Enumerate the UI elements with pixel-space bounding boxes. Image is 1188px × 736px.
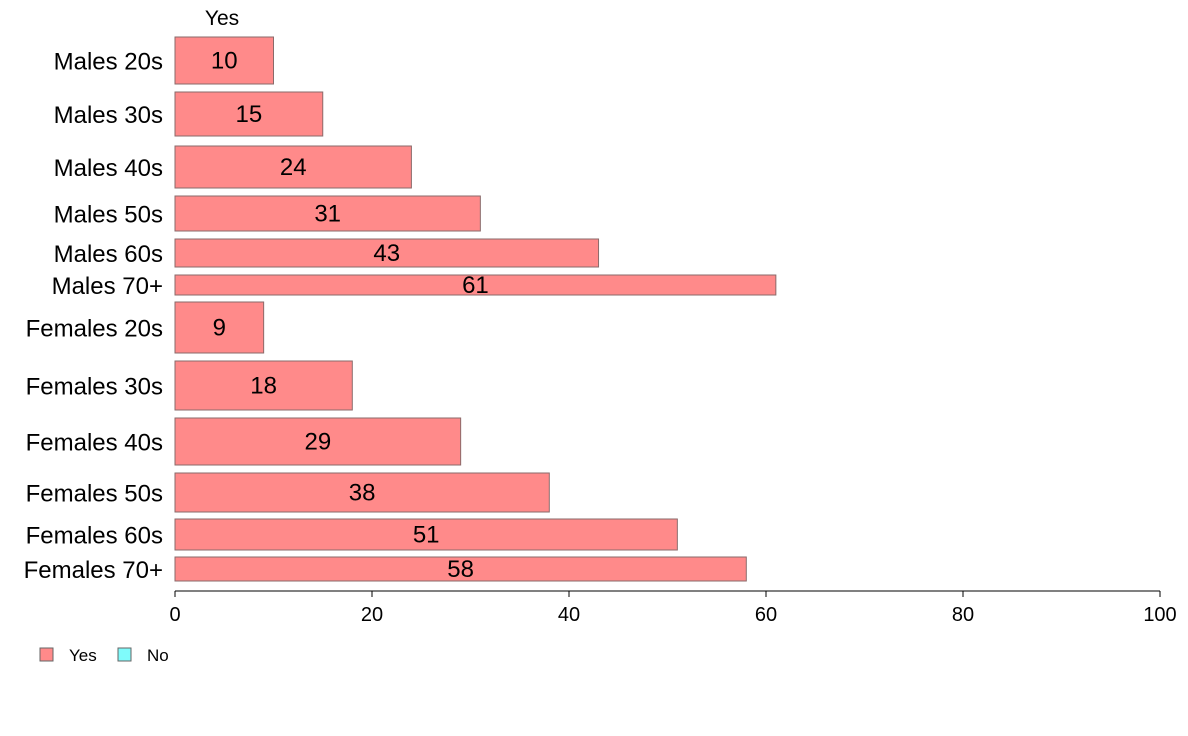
bar <box>174 518 678 551</box>
bar-group: 9 Females 20s <box>26 301 265 354</box>
data-label: 38 <box>349 480 376 507</box>
bar <box>174 91 324 137</box>
category-label: Females 40s <box>26 430 163 457</box>
bar <box>174 238 600 268</box>
bar <box>174 360 353 411</box>
category-label: Males 40s <box>54 155 163 182</box>
x-axis: 0 20 40 60 80 100 <box>169 590 1177 626</box>
bar-group: 51 Females 60s <box>26 518 678 551</box>
bar <box>174 274 777 296</box>
data-label: 61 <box>462 272 489 299</box>
legend-item: Yes <box>39 646 97 665</box>
legend-label: No <box>147 646 169 665</box>
bar <box>174 145 412 189</box>
bar-group: 38 Females 50s <box>26 472 550 513</box>
category-label: Females 60s <box>26 523 163 550</box>
data-label: 10 <box>211 48 238 75</box>
legend-item: No <box>117 646 169 665</box>
category-label: Females 70+ <box>24 557 163 584</box>
column-header: Yes <box>205 7 239 30</box>
x-tick-label: 40 <box>558 604 580 626</box>
bars-layer: 10 Males 20s 15 Males 30s 24 Males 40s 31 Males… <box>24 36 777 584</box>
data-label: 24 <box>280 154 307 181</box>
category-label: Females 30s <box>26 374 163 401</box>
bar-group: 58 Females 70+ <box>24 556 747 584</box>
bar-group: 43 Males 60s <box>54 238 600 268</box>
legend-swatch <box>39 647 54 662</box>
bar-group: 10 Males 20s <box>54 36 274 85</box>
data-label: 51 <box>413 522 440 549</box>
bar <box>174 301 265 354</box>
bar-group: 61 Males 70+ <box>52 272 777 300</box>
x-tick-label: 20 <box>361 604 383 626</box>
data-label: 43 <box>373 240 400 267</box>
data-label: 18 <box>250 373 277 400</box>
data-label: 29 <box>304 429 331 456</box>
category-label: Males 30s <box>54 102 163 129</box>
bar-group: 24 Males 40s <box>54 145 412 189</box>
bar <box>174 36 274 85</box>
bar-group: 18 Females 30s <box>26 360 353 411</box>
legend-label: Yes <box>69 646 97 665</box>
data-label: 9 <box>213 315 226 342</box>
bar <box>174 472 550 513</box>
category-label: Males 20s <box>54 49 163 76</box>
category-label: Females 50s <box>26 481 163 508</box>
category-label: Females 20s <box>26 316 163 343</box>
x-tick-label: 80 <box>952 604 974 626</box>
bar-group: 29 Females 40s <box>26 417 462 466</box>
data-label: 31 <box>314 201 341 228</box>
x-tick-label: 60 <box>755 604 777 626</box>
category-label: Males 50s <box>54 202 163 229</box>
bar <box>174 417 462 466</box>
category-label: Males 60s <box>54 241 163 268</box>
bar-group: 15 Males 30s <box>54 91 324 137</box>
bar <box>174 556 747 582</box>
data-label: 58 <box>447 556 474 583</box>
legend: Yes No <box>39 646 169 665</box>
category-label: Males 70+ <box>52 273 163 300</box>
data-label: 15 <box>236 101 263 128</box>
x-tick-label: 0 <box>169 604 180 626</box>
x-tick-label: 100 <box>1143 604 1176 626</box>
bar <box>174 195 481 232</box>
legend-swatch <box>117 647 132 662</box>
bar-group: 31 Males 50s <box>54 195 481 232</box>
